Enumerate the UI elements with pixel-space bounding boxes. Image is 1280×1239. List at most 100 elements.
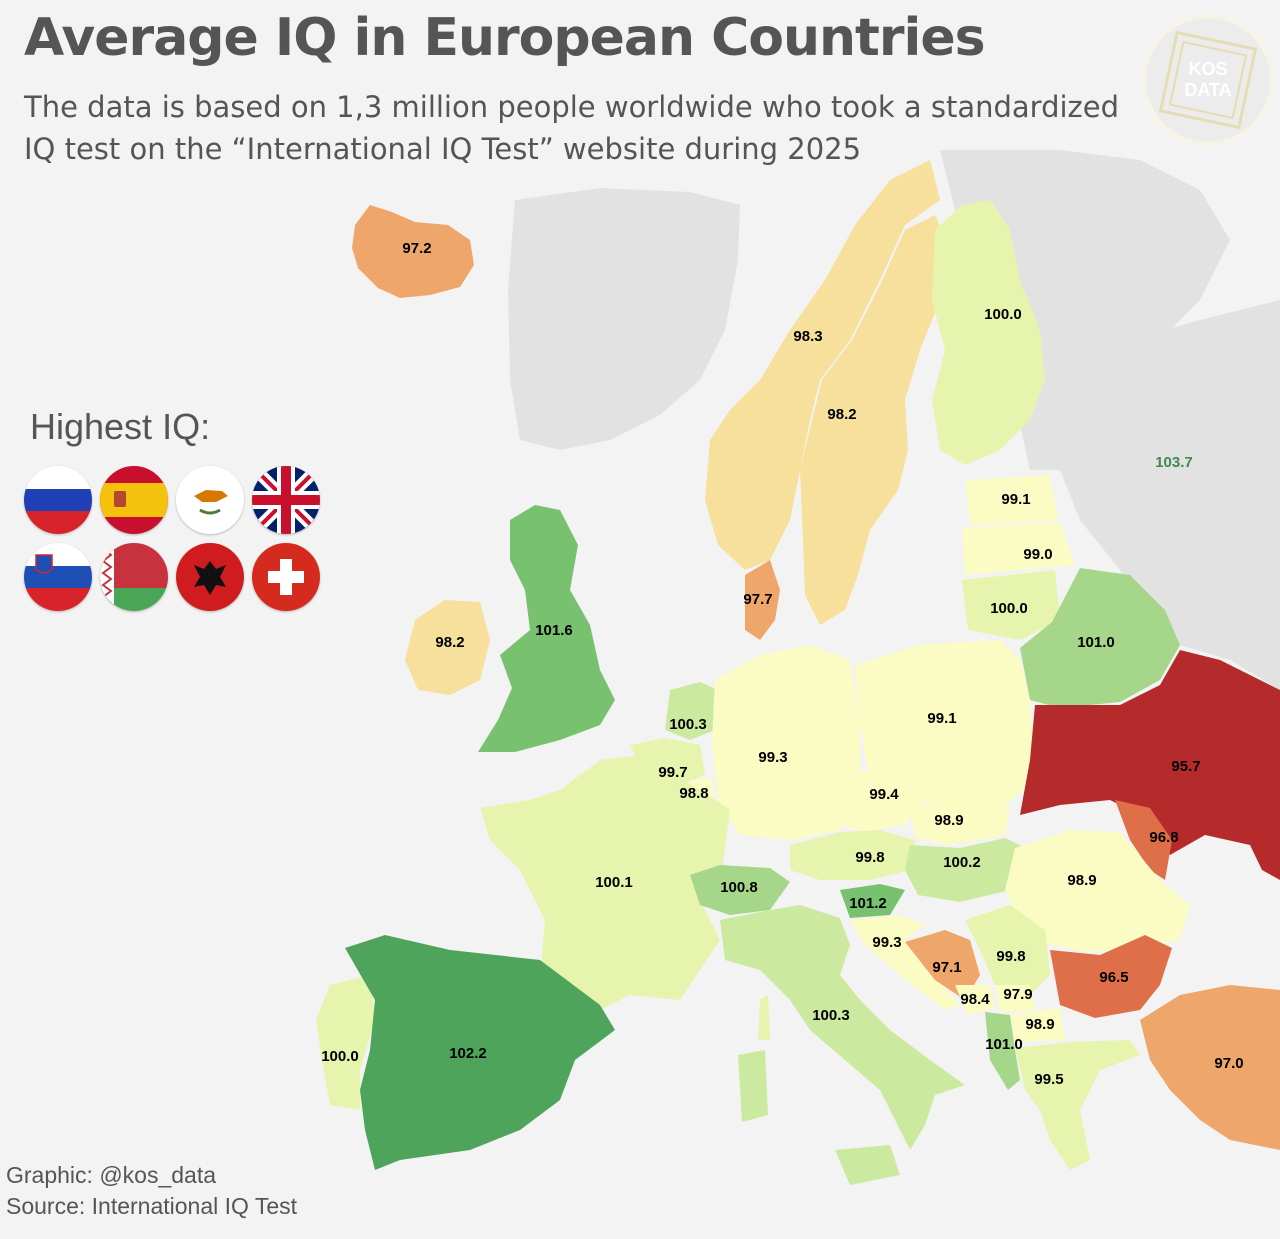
hungary-shape xyxy=(905,838,1030,902)
slovenia-shape xyxy=(840,884,905,918)
value-iceland: 97.2 xyxy=(402,240,431,257)
netherlands-shape xyxy=(665,682,718,740)
svg-text:KOS: KOS xyxy=(1188,59,1227,79)
value-serbia: 99.8 xyxy=(996,948,1025,965)
croatia-shape xyxy=(850,915,960,1010)
denmark-shape xyxy=(745,560,780,640)
serbia-shape xyxy=(965,905,1050,995)
italy-shape xyxy=(720,905,965,1150)
value-italy: 100.3 xyxy=(812,1007,850,1024)
value-moldova: 96.8 xyxy=(1149,829,1178,846)
value-lithuania: 100.0 xyxy=(990,600,1028,617)
value-latvia: 99.0 xyxy=(1023,546,1052,563)
source-credit: Source: International IQ Test xyxy=(6,1193,298,1219)
ukraine-crimea-shape xyxy=(1250,830,1280,880)
value-romania: 98.9 xyxy=(1067,872,1096,889)
value-albania: 101.0 xyxy=(985,1036,1023,1053)
portugal-shape xyxy=(316,975,375,1110)
kos-data-logo: KOS DATA xyxy=(1140,12,1276,148)
slovakia-shape xyxy=(910,800,1010,845)
romania-shape xyxy=(1005,830,1190,952)
united-kingdom-flag-icon xyxy=(252,466,320,534)
cyprus-flag-icon xyxy=(176,466,244,534)
sardinia-shape xyxy=(738,1050,768,1122)
value-turkey: 97.0 xyxy=(1214,1055,1243,1072)
value-montenegro: 98.4 xyxy=(960,991,990,1008)
lithuania-shape xyxy=(962,570,1060,640)
value-norway: 98.3 xyxy=(793,328,822,345)
ireland-shape xyxy=(405,600,490,695)
value-greece: 99.5 xyxy=(1034,1071,1063,1088)
russia-flag-icon xyxy=(24,466,92,534)
corsica-shape xyxy=(758,995,770,1040)
value-hungary: 100.2 xyxy=(943,854,981,871)
value-sweden: 98.2 xyxy=(827,406,856,423)
value-netherlands: 100.3 xyxy=(669,716,707,733)
finland-shape xyxy=(932,200,1045,465)
value-russia: 103.7 xyxy=(1155,454,1193,471)
spain-flag-icon xyxy=(100,466,168,534)
page-subtitle: The data is based on 1,3 million people … xyxy=(24,90,1120,166)
spain-shape xyxy=(345,935,615,1170)
czechia-shape xyxy=(818,770,925,832)
value-france: 100.1 xyxy=(595,874,633,891)
sicily-shape xyxy=(835,1145,900,1185)
value-united-kingdom: 101.6 xyxy=(535,622,573,639)
credits: Graphic: @kos_data Source: International… xyxy=(6,1160,297,1222)
value-ukraine: 95.7 xyxy=(1171,758,1200,775)
value-slovakia: 98.9 xyxy=(934,812,963,829)
greenland-land xyxy=(508,188,740,450)
bulgaria-shape xyxy=(1050,935,1172,1018)
belarus-flag-icon xyxy=(100,543,168,611)
value-spain: 102.2 xyxy=(449,1045,487,1062)
value-poland: 99.1 xyxy=(927,710,956,727)
greece-shape xyxy=(1015,1040,1140,1170)
value-czechia: 99.4 xyxy=(869,786,899,803)
value-switzerland: 100.8 xyxy=(720,879,758,896)
latvia-shape xyxy=(962,522,1075,575)
value-germany: 99.3 xyxy=(758,749,787,766)
france-shape xyxy=(480,755,730,1010)
value-austria: 99.8 xyxy=(855,849,884,866)
value-denmark: 97.7 xyxy=(743,591,772,608)
estonia-shape xyxy=(965,475,1058,525)
value-finland: 100.0 xyxy=(984,306,1022,323)
highest-iq-heading: Highest IQ: xyxy=(30,406,211,447)
value-north-macedonia: 98.9 xyxy=(1025,1016,1054,1033)
value-bulgaria: 96.5 xyxy=(1099,969,1128,986)
value-portugal: 100.0 xyxy=(321,1048,359,1065)
sweden-shape xyxy=(800,215,950,625)
value-ireland: 98.2 xyxy=(435,634,464,651)
turkey-shape xyxy=(1140,985,1280,1150)
switzerland-shape xyxy=(690,865,790,915)
albania-flag-icon xyxy=(176,543,244,611)
montenegro-shape xyxy=(955,985,995,1015)
value-bosnia: 97.1 xyxy=(932,959,961,976)
value-belgium: 99.7 xyxy=(658,764,687,781)
north-macedonia-shape xyxy=(1010,1008,1065,1042)
moldova-shape xyxy=(1115,800,1172,880)
albania-shape xyxy=(985,1012,1020,1090)
graphic-credit: Graphic: @kos_data xyxy=(6,1162,217,1188)
iceland-shape xyxy=(352,205,474,298)
slovenia-flag-icon xyxy=(24,543,92,611)
value-estonia: 99.1 xyxy=(1001,491,1030,508)
kosovo-shape xyxy=(995,985,1035,1012)
value-luxembourg: 98.8 xyxy=(679,785,708,802)
norway-shape xyxy=(705,160,940,570)
value-belarus: 101.0 xyxy=(1077,634,1115,651)
poland-shape xyxy=(855,640,1035,815)
svg-text:DATA: DATA xyxy=(1184,80,1231,100)
russia-region xyxy=(1060,300,1280,690)
value-croatia: 99.3 xyxy=(872,934,901,951)
value-kosovo: 97.9 xyxy=(1003,986,1032,1003)
switzerland-flag-icon xyxy=(252,543,320,611)
value-slovenia: 101.2 xyxy=(849,895,887,912)
austria-shape xyxy=(790,830,915,880)
ukraine-shape xyxy=(1020,650,1280,855)
page-title: Average IQ in European Countries xyxy=(24,8,986,68)
belarus-shape xyxy=(1020,568,1180,708)
bosnia-shape xyxy=(905,930,980,1000)
united-kingdom-shape xyxy=(478,505,615,752)
